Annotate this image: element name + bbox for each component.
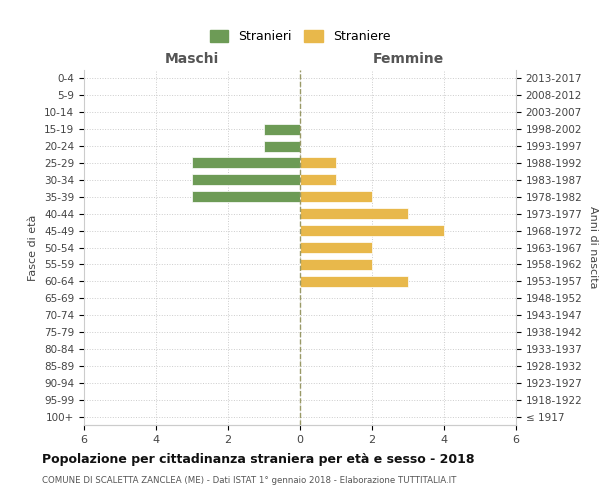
Bar xyxy=(300,174,336,186)
Text: COMUNE DI SCALETTA ZANCLEA (ME) - Dati ISTAT 1° gennaio 2018 - Elaborazione TUTT: COMUNE DI SCALETTA ZANCLEA (ME) - Dati I… xyxy=(42,476,457,485)
Y-axis label: Anni di nascita: Anni di nascita xyxy=(588,206,598,289)
Bar xyxy=(300,242,372,253)
Bar xyxy=(192,174,300,186)
Text: Popolazione per cittadinanza straniera per età e sesso - 2018: Popolazione per cittadinanza straniera p… xyxy=(42,452,475,466)
Bar xyxy=(300,208,408,219)
Y-axis label: Fasce di età: Fasce di età xyxy=(28,214,38,280)
Text: Femmine: Femmine xyxy=(373,52,443,66)
Legend: Stranieri, Straniere: Stranieri, Straniere xyxy=(206,26,394,47)
Bar xyxy=(300,158,336,168)
Text: Maschi: Maschi xyxy=(165,52,219,66)
Bar xyxy=(300,225,444,236)
Bar xyxy=(300,276,408,287)
Bar xyxy=(300,259,372,270)
Bar xyxy=(264,124,300,134)
Bar xyxy=(300,192,372,202)
Bar xyxy=(192,158,300,168)
Bar xyxy=(192,192,300,202)
Bar xyxy=(264,140,300,151)
